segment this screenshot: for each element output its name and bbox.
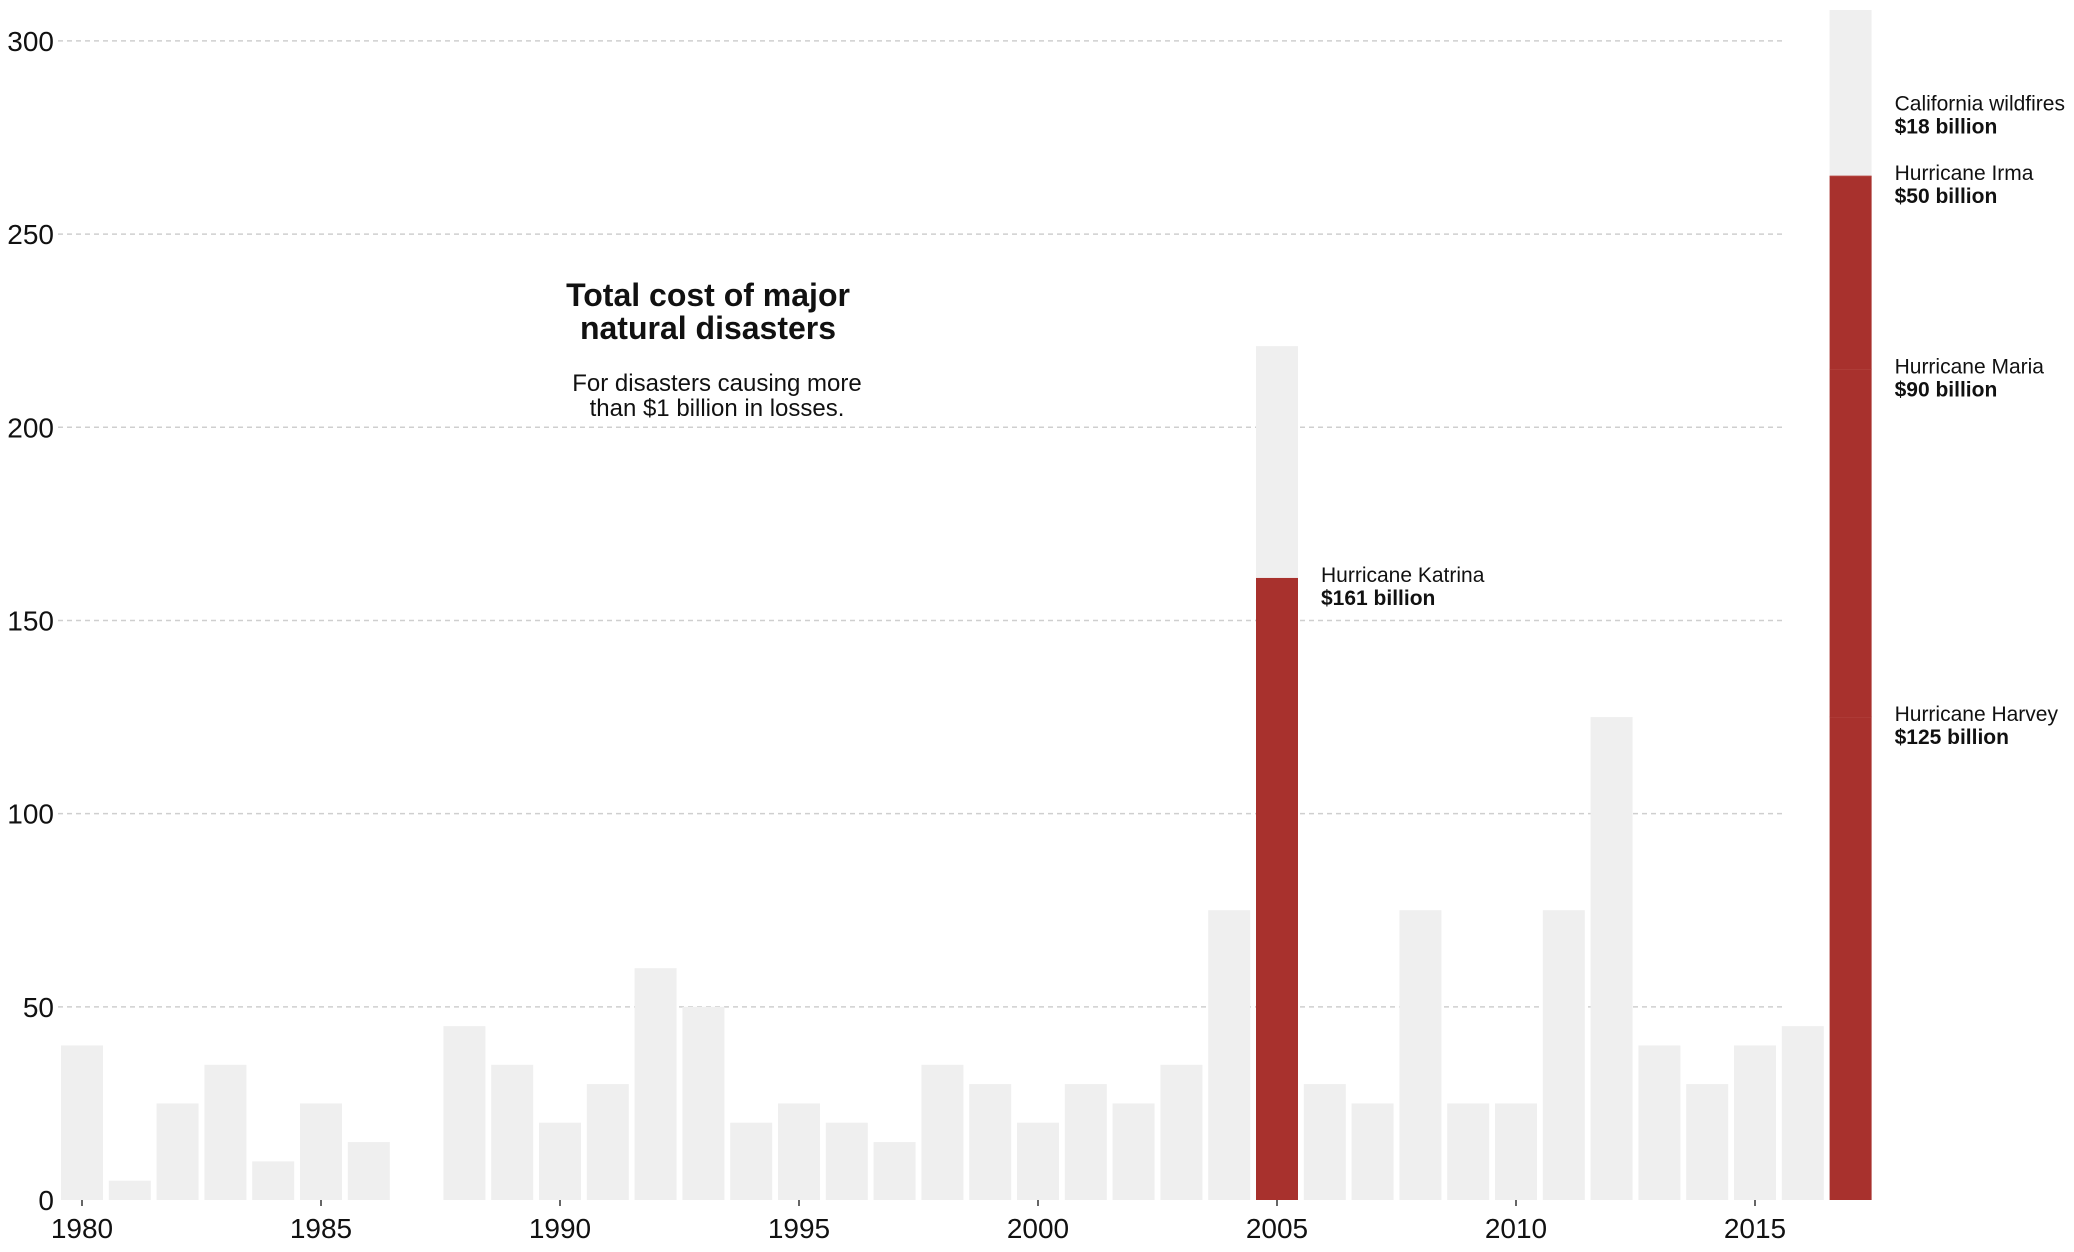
- bar-1980: [61, 1045, 103, 1200]
- bar-1989: [491, 1064, 534, 1200]
- bar-2006: [1303, 1084, 1346, 1200]
- annotation-name-hurricane-harvey: Hurricane Harvey: [1895, 703, 2059, 726]
- chart-subtitle-line-1: For disasters causing more: [572, 370, 861, 397]
- x-tick-label-1995: 1995: [768, 1213, 830, 1244]
- annotation-name-california-wildfires: California wildfires: [1895, 93, 2065, 116]
- chart-title-line-2: natural disasters: [580, 310, 836, 346]
- x-tick-label-2015: 2015: [1724, 1213, 1786, 1244]
- bar-2001: [1064, 1084, 1107, 1200]
- annotation-value-hurricane-katrina: $161 billion: [1321, 587, 1435, 610]
- bar-1992: [634, 968, 677, 1200]
- annotation-name-hurricane-irma: Hurricane Irma: [1895, 162, 2034, 185]
- bar-2014: [1686, 1084, 1729, 1200]
- bar-segment-hurricane-harvey: [1829, 717, 1872, 1200]
- x-tick-label-2005: 2005: [1246, 1213, 1308, 1244]
- y-tick-label-50: 50: [23, 992, 54, 1023]
- x-tick-label-2010: 2010: [1485, 1213, 1547, 1244]
- x-axis-ticks: 1980 1985 1990 1995 2000 2005 2010 2015: [51, 1200, 1786, 1244]
- bar-1984: [252, 1161, 295, 1200]
- annotation-value-hurricane-harvey: $125 billion: [1895, 726, 2009, 749]
- y-tick-label-100: 100: [7, 799, 54, 830]
- y-tick-label-0: 0: [38, 1185, 54, 1216]
- bar-1981: [108, 1180, 151, 1200]
- bar-1994: [730, 1122, 773, 1200]
- grid-lines: [58, 40, 1786, 1008]
- y-tick-label-150: 150: [7, 605, 54, 636]
- bars: [61, 10, 1872, 1200]
- bar-1998: [921, 1064, 964, 1200]
- bar-segment-hurricane-irma: [1829, 176, 1872, 370]
- bar-2015: [1734, 1045, 1776, 1200]
- bar-2011: [1542, 910, 1585, 1200]
- chart-title-block: Total cost of major natural disasters Fo…: [566, 277, 862, 422]
- bar-2004: [1208, 910, 1251, 1200]
- bar-segment-hurricane-katrina: [1256, 577, 1298, 1200]
- y-tick-label-250: 250: [7, 219, 54, 250]
- bar-2000: [1017, 1122, 1059, 1200]
- bar-2012: [1590, 717, 1633, 1200]
- x-tick-label-2000: 2000: [1007, 1213, 1069, 1244]
- bar-1990: [539, 1122, 581, 1200]
- y-tick-label-300: 300: [7, 26, 54, 57]
- bar-2010: [1495, 1103, 1537, 1200]
- y-tick-label-200: 200: [7, 412, 54, 443]
- bar-2013: [1638, 1045, 1681, 1200]
- bar-1999: [969, 1084, 1012, 1200]
- annotation-value-hurricane-irma: $50 billion: [1895, 185, 1998, 208]
- bar-2009: [1447, 1103, 1490, 1200]
- bar-1983: [204, 1064, 247, 1200]
- bar-1996: [825, 1122, 868, 1200]
- annotations: Hurricane Katrina$161 billion Hurricane H…: [1321, 93, 2065, 749]
- x-tick-label-1980: 1980: [51, 1213, 113, 1244]
- bar-1988: [443, 1026, 486, 1200]
- bar-2016: [1781, 1026, 1824, 1200]
- bar-1997: [873, 1142, 916, 1200]
- chart-title-line-1: Total cost of major: [566, 277, 850, 313]
- x-tick-label-1985: 1985: [290, 1213, 352, 1244]
- annotation-name-hurricane-katrina: Hurricane Katrina: [1321, 564, 1485, 587]
- bar-1985: [300, 1103, 342, 1200]
- chart-subtitle-line-2: than $1 billion in losses.: [590, 395, 845, 422]
- bar-2002: [1112, 1103, 1155, 1200]
- bar-1995: [778, 1103, 820, 1200]
- bar-1986: [347, 1142, 390, 1200]
- y-axis-ticks: 0 50 100 150 200 250 300: [7, 26, 54, 1216]
- annotation-value-hurricane-maria: $90 billion: [1895, 378, 1998, 401]
- bar-2003: [1160, 1064, 1203, 1200]
- x-tick-label-1990: 1990: [529, 1213, 591, 1244]
- bar-1982: [156, 1103, 199, 1200]
- bar-2007: [1351, 1103, 1394, 1200]
- bar-segment-hurricane-maria: [1829, 369, 1872, 718]
- bar-1991: [586, 1084, 629, 1200]
- bar-1993: [682, 1006, 725, 1200]
- bar-2008: [1399, 910, 1442, 1200]
- annotation-name-hurricane-maria: Hurricane Maria: [1895, 355, 2045, 378]
- annotation-value-california-wildfires: $18 billion: [1895, 116, 1998, 139]
